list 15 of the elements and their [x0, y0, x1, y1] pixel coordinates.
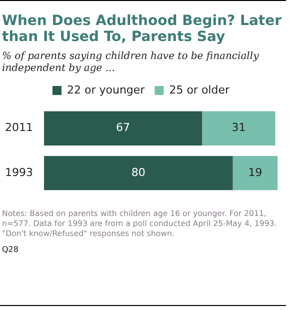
y-tick-label: 2011	[4, 121, 33, 134]
bar	[202, 111, 276, 146]
chart-title: When Does Adulthood Begin? Later than It Used To, Parents Say	[2, 13, 283, 45]
y-tick-label: 1993	[4, 166, 33, 179]
legend-label: 25 or older	[169, 83, 230, 96]
bar	[44, 156, 233, 190]
legend-label: 22 or younger	[67, 83, 146, 96]
data-label: 80	[131, 166, 146, 179]
chart-subtitle: % of parents saying children have to be financially independent by age ...	[2, 51, 260, 75]
bar	[232, 156, 278, 190]
data-label: 19	[248, 166, 262, 179]
bar	[44, 111, 202, 146]
data-label: 67	[116, 121, 130, 134]
data-label: 31	[232, 121, 246, 134]
text: Q28	[2, 245, 20, 254]
